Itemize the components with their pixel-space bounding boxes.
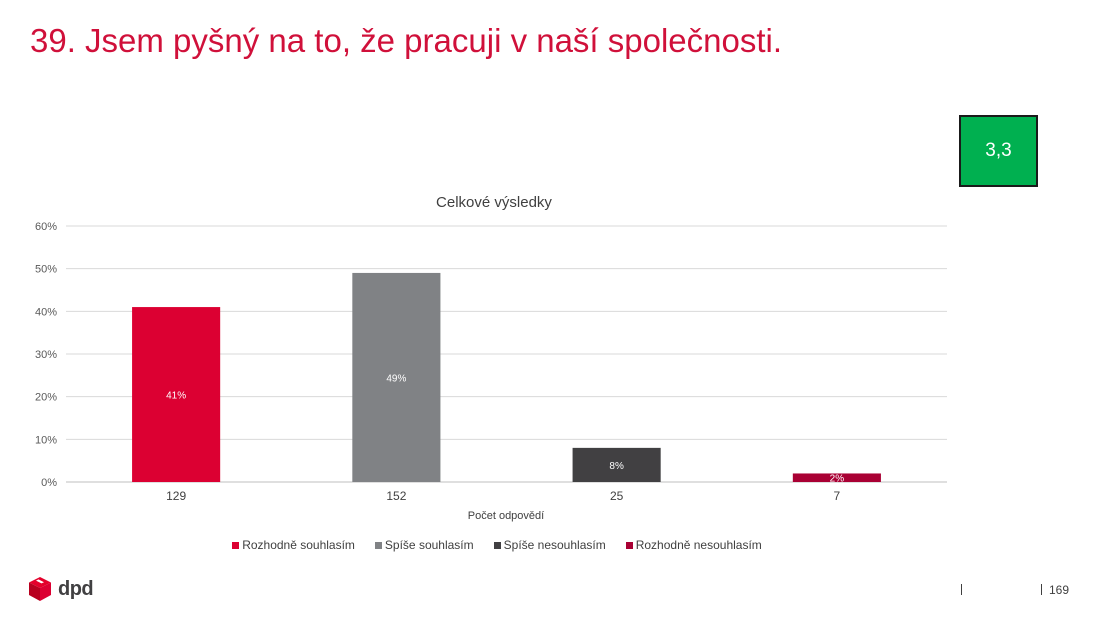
slide-title: 39. Jsem pyšný na to, že pracuji v naší … bbox=[30, 22, 783, 59]
logo-text: dpd bbox=[58, 577, 94, 600]
legend-item: Rozhodně nesouhlasím bbox=[625, 538, 762, 552]
legend-item: Spíše souhlasím bbox=[374, 538, 474, 552]
dpd-cube-icon bbox=[29, 577, 51, 601]
legend-label: Spíše nesouhlasím bbox=[503, 538, 606, 552]
data-label: 49% bbox=[386, 373, 406, 384]
y-tick-label: 0% bbox=[41, 477, 57, 489]
legend-swatch bbox=[374, 541, 382, 549]
dpd-logo: dpd bbox=[28, 576, 94, 602]
y-tick-label: 20% bbox=[35, 392, 57, 404]
page-number: 169 bbox=[1049, 583, 1070, 597]
data-label: 41% bbox=[166, 391, 186, 402]
legend-swatch bbox=[625, 541, 633, 549]
legend-swatch bbox=[232, 541, 240, 549]
chart-legend: Rozhodně souhlasím Spíše souhlasím Spíše n… bbox=[0, 538, 994, 552]
x-tick-label: 7 bbox=[834, 489, 841, 503]
y-tick-label: 60% bbox=[35, 221, 57, 233]
score-badge: 3,3 bbox=[959, 115, 1038, 187]
legend-label: Rozhodně souhlasím bbox=[242, 538, 355, 552]
footer-separator bbox=[961, 584, 962, 595]
score-value: 3,3 bbox=[985, 140, 1012, 161]
x-tick-label: 25 bbox=[610, 489, 624, 503]
x-tick-label: 152 bbox=[386, 489, 406, 503]
bar bbox=[352, 272, 441, 482]
bars: 41% 49% 8% 2% bbox=[132, 272, 881, 485]
x-axis: 129 152 25 7 bbox=[166, 489, 840, 503]
chart-title: Celkové výsledky bbox=[436, 194, 552, 211]
bar bbox=[572, 447, 661, 482]
legend-item: Spíše nesouhlasím bbox=[493, 538, 606, 552]
x-tick-label: 129 bbox=[166, 489, 186, 503]
legend-item: Rozhodně souhlasím bbox=[232, 538, 355, 552]
y-axis: 0% 10% 20% 30% 40% 50% 60% bbox=[35, 221, 57, 489]
legend-swatch bbox=[493, 541, 501, 549]
bar bbox=[132, 307, 221, 482]
data-label: 2% bbox=[830, 474, 845, 485]
data-label: 8% bbox=[609, 461, 624, 472]
y-tick-label: 50% bbox=[35, 264, 57, 276]
legend-label: Rozhodně nesouhlasím bbox=[635, 538, 762, 552]
bar bbox=[792, 473, 881, 482]
x-axis-label: Počet odpovědí bbox=[468, 510, 544, 522]
y-tick-label: 30% bbox=[35, 349, 57, 361]
y-tick-label: 40% bbox=[35, 306, 57, 318]
footer-separator bbox=[1041, 584, 1042, 595]
y-tick-label: 10% bbox=[35, 434, 57, 446]
legend-label: Spíše souhlasím bbox=[384, 538, 474, 552]
